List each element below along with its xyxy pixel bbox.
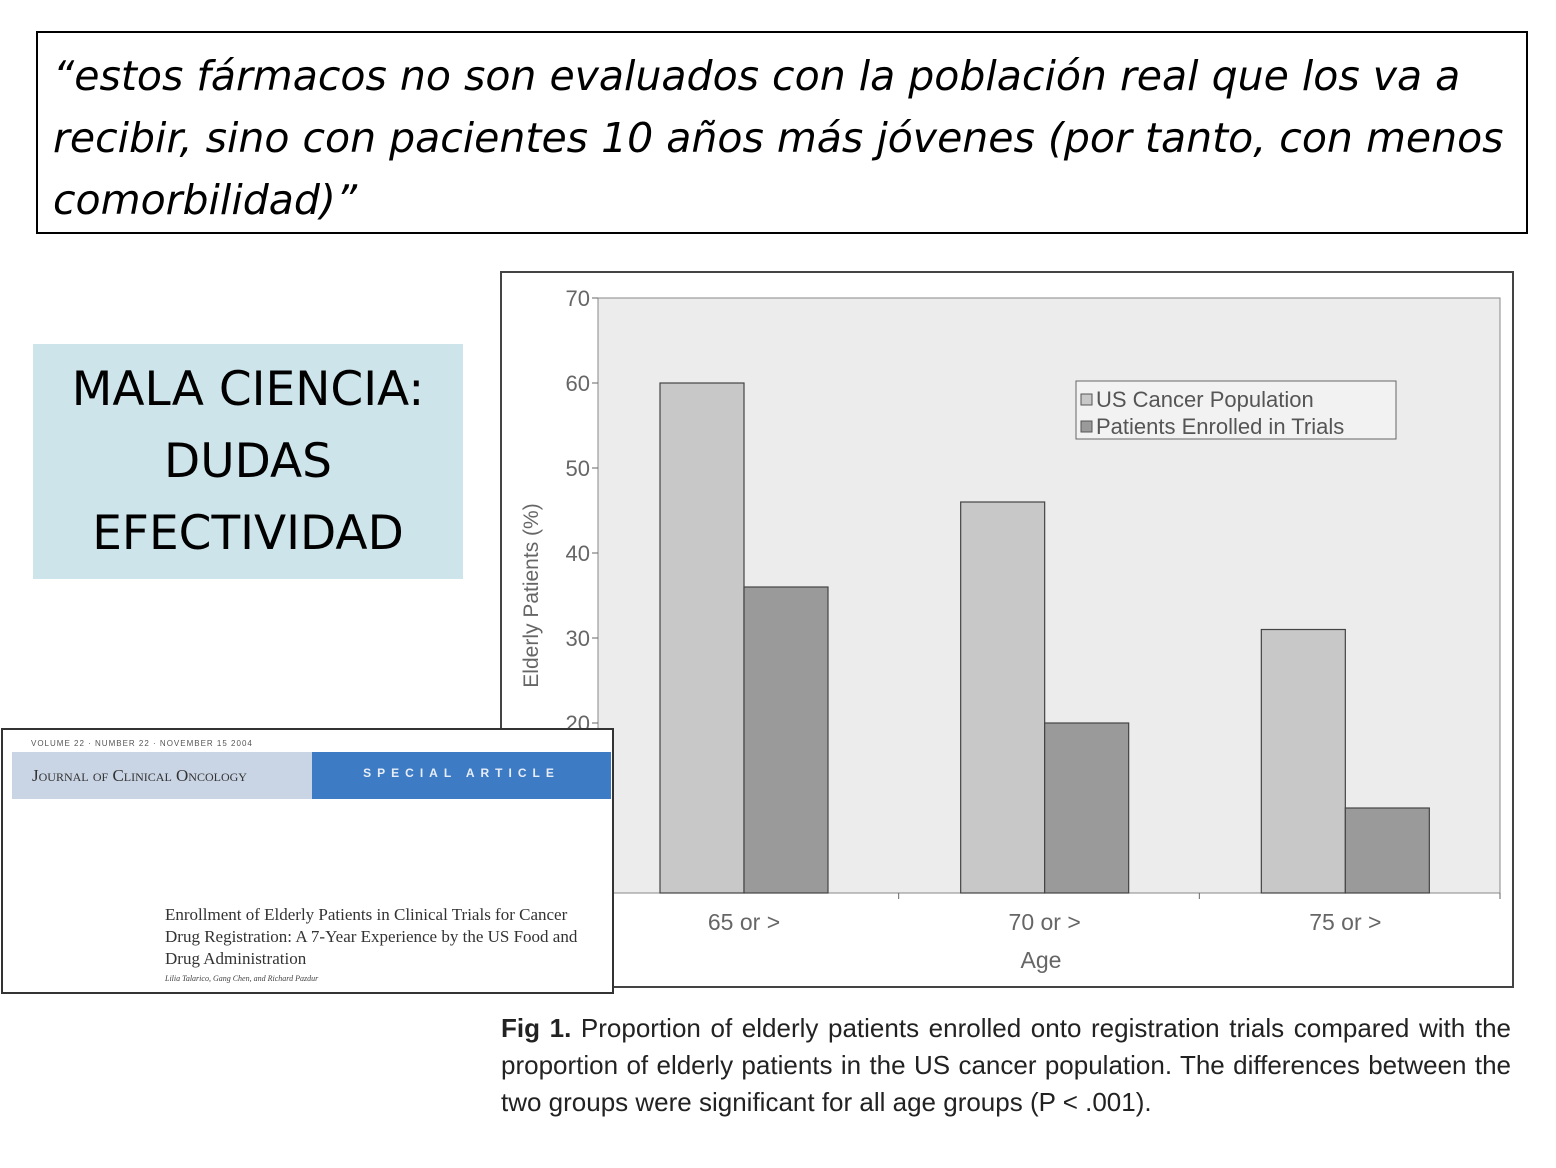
article-authors: Lilia Talarico, Gang Chen, and Richard P… [165,974,319,983]
bar-population [960,501,1046,894]
x-tick-label: 65 or > [708,909,780,935]
legend-label: US Cancer Population [1096,387,1314,412]
quote-text: “estos fármacos no son evaluados con la … [53,45,1523,231]
bar-enrolled [1344,807,1430,894]
quote-line: recibir, sino con pacientes 10 años más … [53,114,1504,162]
y-tick-label: 60 [566,371,590,396]
label-line: DUDAS [164,433,332,489]
figure-caption: Fig 1. Proportion of elderly patients en… [501,1010,1511,1121]
quote-line: comorbilidad)” [53,176,358,224]
legend-swatch [1080,420,1093,433]
bar-enrolled [743,586,829,894]
article-type-band: SPECIAL ARTICLE [312,752,611,799]
quote-line: “estos fármacos no son evaluados con la … [53,52,1461,100]
y-tick-label: 30 [566,626,590,651]
y-tick-label: 50 [566,456,590,481]
journal-name-band: Journal of Clinical Oncology [12,752,312,799]
bar-enrolled [1044,722,1130,894]
label-line: MALA CIENCIA: [71,361,425,417]
bar-population [1260,628,1346,894]
legend-box [1075,380,1397,440]
y-axis-label: Elderly Patients (%) [520,503,543,687]
journal-article-header: VOLUME 22 · NUMBER 22 · NOVEMBER 15 2004… [1,728,614,994]
x-tick-label: 75 or > [1309,909,1381,935]
label-line: EFECTIVIDAD [92,505,404,561]
y-tick-label: 40 [566,541,590,566]
legend-swatch [1080,393,1093,406]
caption-fig-label: Fig 1. [501,1013,572,1043]
x-tick-label: 70 or > [1009,909,1081,935]
journal-name: Journal of Clinical Oncology [32,766,247,785]
mala-ciencia-label: MALA CIENCIA: DUDAS EFECTIVIDAD [33,344,463,579]
y-tick-label: 70 [566,286,590,311]
legend-label: Patients Enrolled in Trials [1096,414,1344,439]
x-axis-label: Age [1021,947,1062,973]
caption-text: Proportion of elderly patients enrolled … [501,1013,1511,1117]
bar-chart: 10203040506070Elderly Patients (%)65 or … [520,286,1501,973]
article-title: Enrollment of Elderly Patients in Clinic… [165,905,578,968]
chart-frame: 10203040506070Elderly Patients (%)65 or … [500,271,1514,988]
quote-box: “estos fármacos no son evaluados con la … [36,31,1528,234]
article-type: SPECIAL ARTICLE [363,766,560,780]
bar-population [659,382,745,894]
journal-volume-line: VOLUME 22 · NUMBER 22 · NOVEMBER 15 2004 [31,739,253,748]
